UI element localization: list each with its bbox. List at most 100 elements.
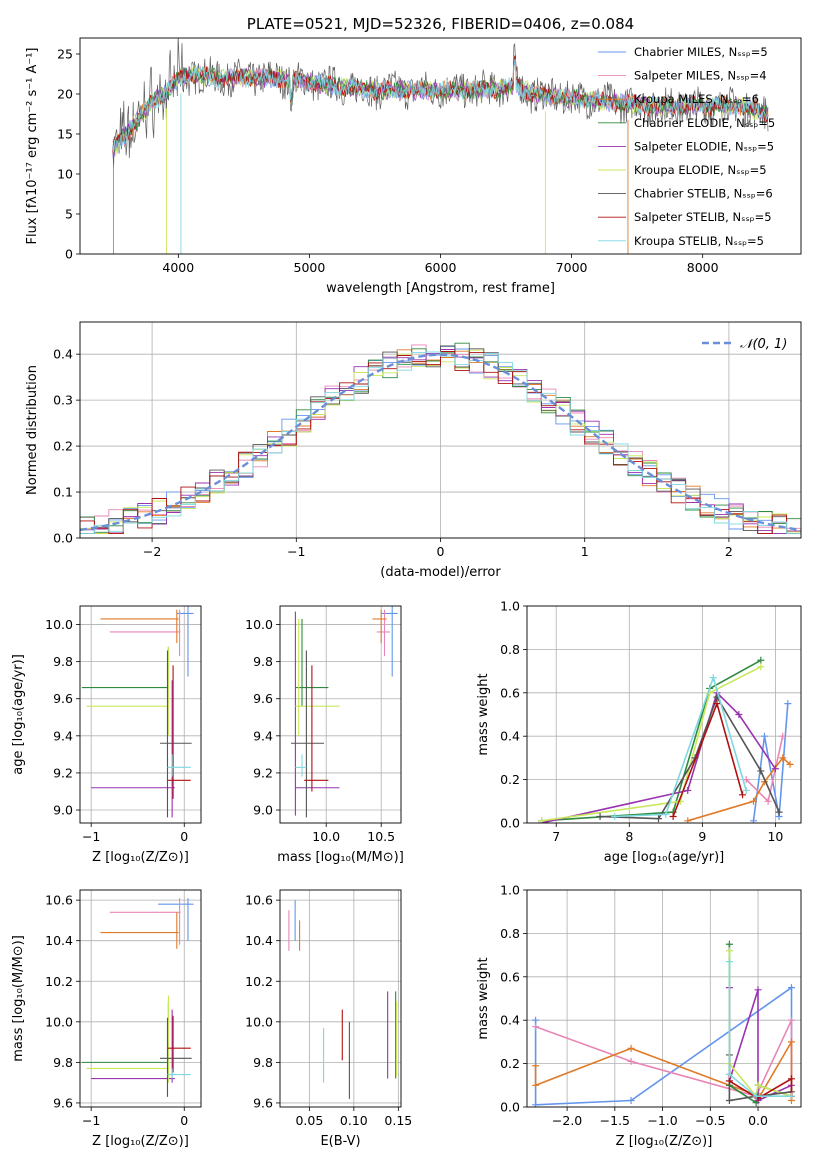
normal-curve: [80, 353, 801, 532]
x-tick-label: −1: [82, 1113, 100, 1128]
x-tick-label: 10: [767, 829, 783, 844]
x-tick-label: −1.0: [647, 1113, 677, 1128]
y-tick-label: 9.4: [253, 728, 273, 743]
salp_stelib-marker: [713, 700, 721, 708]
legend-label: Salpeter STELIB, Nₛₛₚ=5: [634, 210, 772, 224]
weight_vs_Z-axes: −2.0 −1.5 −1.0 −0.5 0.0 0.0 0.2 0.4 0.6 0.8 1.0 Z […: [476, 883, 801, 1149]
krou_miles-marker: [684, 817, 692, 823]
x-tick-label: 0.05: [295, 1113, 323, 1128]
x-tick-label: −2.0: [552, 1113, 582, 1128]
salp_miles-marker: [779, 732, 787, 740]
y-tick-label: 0.4: [53, 347, 73, 362]
y-tick-label: 1.0: [500, 883, 520, 898]
y-axis-label: mass weight: [476, 957, 491, 1039]
y-tick-label: 20: [57, 87, 73, 102]
chab_miles-marker: [532, 1016, 540, 1024]
x-tick-label: 5000: [294, 260, 326, 275]
y-tick-label: 9.4: [53, 728, 73, 743]
y-tick-label: 0.0: [500, 1100, 520, 1115]
axes-frame: [526, 605, 802, 824]
krou_elodie-marker: [754, 1081, 762, 1089]
x-tick-label: 2: [725, 544, 733, 559]
y-tick-label: 9.8: [253, 654, 273, 669]
x-tick-label: 10.0: [312, 829, 340, 844]
x-tick-label: 0: [180, 1113, 188, 1128]
x-tick-label: −0.5: [695, 1113, 725, 1128]
weight_vs_age-axes: 7 8 9 10 0.0 0.2 0.4 0.6 0.8 1.0 age [log₁₀(age/yr…: [476, 599, 801, 865]
krou_stelib-marker: [742, 786, 750, 794]
x-axis-label: Z [log₁₀(Z/Z⊙)]: [92, 1134, 189, 1149]
x-tick-label: −1: [82, 829, 100, 844]
y-tick-label: 0.2: [53, 439, 73, 454]
axes-frame: [526, 889, 802, 1108]
y-tick-label: 0.8: [500, 926, 520, 941]
salp_miles-marker: [787, 1016, 795, 1024]
x-tick-label: 0.0: [748, 1113, 768, 1128]
salp_stelib-marker: [739, 791, 747, 799]
x-axis-label: age [log₁₀(age/yr)]: [604, 850, 725, 865]
x-tick-label: −1.5: [600, 1113, 630, 1128]
y-tick-label: 10: [57, 167, 73, 182]
krou_stelib-marker: [725, 958, 733, 966]
salp_miles-marker: [532, 1023, 540, 1031]
chab_miles-marker: [532, 1101, 540, 1107]
y-axis-label: mass [log₁₀(M/M⊙)]: [11, 935, 26, 1062]
y-tick-label: 0.2: [500, 772, 520, 787]
krou_elodie-weight-line: [728, 950, 792, 1099]
y-tick-label: 9.8: [253, 1055, 273, 1070]
x-tick-label: 7: [552, 829, 560, 844]
x-axis-label: wavelength [Angstrom, rest frame]: [326, 281, 555, 296]
chab_stelib-marker: [655, 815, 663, 823]
y-tick-label: 9.6: [53, 1095, 73, 1110]
salp_stelib-marker: [787, 1075, 795, 1083]
axes-frame: [279, 889, 402, 1108]
residuals-axes: −2 −1 0 1 2 0.0 0.1 0.2 0.3 0.4 (data-model)/error…: [25, 322, 801, 580]
y-tick-label: 9.2: [253, 765, 273, 780]
chab_elodie-marker: [725, 940, 733, 948]
y-tick-label: 25: [57, 47, 73, 62]
y-tick-label: 10.0: [245, 617, 273, 632]
salp_miles-marker: [627, 1057, 635, 1065]
y-tick-label: 10.0: [245, 1014, 273, 1029]
legend-label: 𝒩(0, 1): [740, 337, 787, 352]
y-axis-label: mass weight: [476, 673, 491, 755]
x-tick-label: 0: [180, 829, 188, 844]
axes-frame: [79, 321, 802, 539]
axes-frame: [79, 605, 202, 824]
x-tick-label: 0.10: [340, 1113, 368, 1128]
chart-title: PLATE=0521, MJD=52326, FIBERID=0406, z=0…: [247, 15, 634, 33]
y-tick-label: 0.8: [500, 642, 520, 657]
y-tick-label: 10.0: [45, 1014, 73, 1029]
y-tick-label: 9.0: [253, 803, 273, 818]
chab_miles-marker: [750, 817, 758, 823]
x-tick-label: −2: [143, 544, 161, 559]
age_vs_mass-axes: 10.0 10.5 9.0 9.2 9.4 9.6 9.8 10.0 mass [log₁₀(M…: [245, 606, 404, 865]
axes-frame: [279, 605, 402, 824]
krou_elodie-marker: [757, 663, 765, 671]
axes-frame: [79, 37, 802, 255]
y-tick-label: 9.6: [253, 1095, 273, 1110]
krou_stelib-weight-line: [614, 674, 747, 818]
spectrum-axes: 4000 5000 6000 7000 8000 0 5 10 15 20 25 wavelength…: [25, 47, 719, 297]
y-tick-label: 0.3: [53, 393, 73, 408]
x-tick-label: 0: [437, 544, 445, 559]
x-tick-label: 8000: [687, 260, 719, 275]
y-tick-label: 0.2: [500, 1056, 520, 1071]
x-tick-label: 1: [581, 544, 589, 559]
y-tick-label: 9.6: [53, 691, 73, 706]
age_vs_Z-axes: −1 0 9.0 9.2 9.4 9.6 9.8 10.0 Z [log₁₀(Z/Z⊙)] age…: [11, 606, 201, 865]
chab_miles-marker: [784, 700, 792, 708]
y-tick-label: 0.6: [500, 685, 520, 700]
salp_elodie-marker: [735, 711, 743, 718]
chab_stelib-marker: [596, 812, 604, 820]
y-tick-label: 10.2: [245, 974, 273, 989]
salp_elodie-weight-line: [541, 691, 777, 823]
y-tick-label: 0.1: [53, 485, 73, 500]
legend-label: Chabrier STELIB, Nₛₛₚ=6: [634, 187, 773, 201]
y-tick-label: 0: [65, 247, 73, 262]
x-tick-label: 7000: [556, 260, 588, 275]
legend-label: Salpeter MILES, Nₛₛₚ=4: [634, 69, 767, 83]
y-tick-label: 5: [65, 207, 73, 222]
y-tick-label: 0.4: [500, 1013, 520, 1028]
krou_stelib-spectrum-line: [112, 59, 769, 153]
